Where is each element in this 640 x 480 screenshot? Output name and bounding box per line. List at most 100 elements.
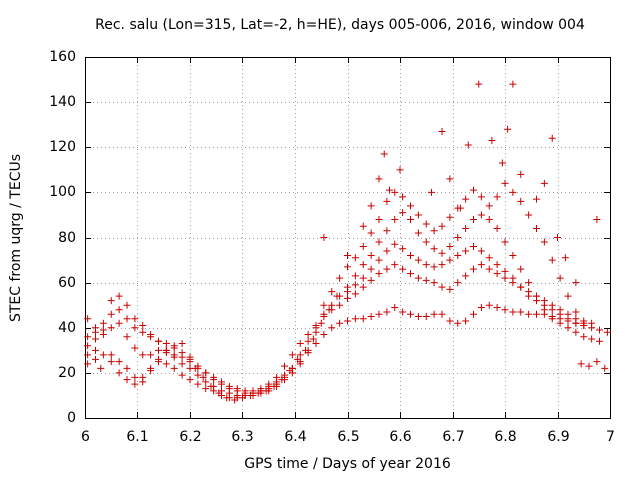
data-point xyxy=(218,378,225,386)
data-point xyxy=(454,252,462,260)
data-point xyxy=(422,312,430,320)
data-point xyxy=(446,243,454,251)
data-point xyxy=(309,335,317,343)
data-point xyxy=(115,319,123,327)
data-point xyxy=(281,376,288,384)
data-point xyxy=(548,312,556,320)
data-point xyxy=(470,243,477,251)
data-point xyxy=(359,315,367,323)
data-point xyxy=(462,247,470,255)
data-point xyxy=(517,170,525,178)
data-point xyxy=(92,355,99,363)
data-point xyxy=(155,346,162,354)
data-point xyxy=(438,127,446,135)
data-point xyxy=(391,240,399,248)
data-point xyxy=(596,326,603,334)
y-tick-label: 40 xyxy=(58,319,76,336)
data-point xyxy=(456,204,464,212)
data-point xyxy=(186,376,194,384)
data-point xyxy=(488,136,496,144)
data-point xyxy=(304,346,312,354)
x-tick-label: 6.6 xyxy=(389,429,412,445)
data-point xyxy=(438,283,446,291)
data-point xyxy=(225,382,233,390)
data-point xyxy=(115,306,123,314)
data-point xyxy=(446,256,454,264)
data-point xyxy=(501,274,509,282)
data-point xyxy=(241,391,249,399)
data-point xyxy=(131,315,139,323)
data-point xyxy=(438,310,446,318)
data-point xyxy=(438,261,446,269)
x-tick-label: 6.4 xyxy=(284,429,307,445)
data-point xyxy=(454,234,462,241)
data-point xyxy=(517,308,525,316)
data-point xyxy=(493,193,501,201)
data-point xyxy=(304,337,312,345)
data-point xyxy=(202,369,210,377)
data-point xyxy=(344,317,351,325)
data-point xyxy=(391,261,399,269)
data-point xyxy=(265,387,273,395)
data-point xyxy=(391,215,399,223)
data-point xyxy=(399,308,407,316)
data-point xyxy=(572,279,580,287)
data-point xyxy=(107,297,115,305)
data-point xyxy=(407,215,414,223)
data-point xyxy=(273,382,281,390)
data-point xyxy=(464,141,472,149)
data-point xyxy=(218,387,225,395)
data-point xyxy=(170,364,178,372)
data-point xyxy=(312,340,320,348)
data-point xyxy=(351,281,359,289)
data-point xyxy=(446,213,454,221)
data-point xyxy=(430,279,438,287)
data-point xyxy=(344,252,351,260)
data-point xyxy=(375,238,383,246)
data-point xyxy=(603,328,611,336)
data-point xyxy=(107,324,115,332)
data-point xyxy=(422,238,430,246)
data-point xyxy=(178,340,186,348)
data-point xyxy=(540,179,548,187)
data-point xyxy=(194,371,202,379)
data-point xyxy=(509,274,517,282)
data-point xyxy=(367,202,375,210)
data-point xyxy=(509,188,517,196)
data-point xyxy=(477,303,485,311)
data-point xyxy=(281,362,288,370)
data-point xyxy=(288,351,296,359)
data-point xyxy=(533,195,540,203)
data-point xyxy=(399,265,407,273)
data-point xyxy=(162,346,170,354)
data-point xyxy=(320,301,328,309)
data-point xyxy=(572,328,580,336)
data-point xyxy=(446,285,454,293)
data-point xyxy=(593,358,601,366)
data-point xyxy=(485,301,493,309)
data-point xyxy=(123,333,131,341)
data-point xyxy=(367,229,375,237)
y-tick-label: 80 xyxy=(58,229,76,246)
data-point xyxy=(320,310,328,318)
data-point xyxy=(475,80,483,88)
y-tick-label: 140 xyxy=(49,93,76,110)
data-point xyxy=(233,385,241,393)
data-point xyxy=(194,380,202,388)
data-point xyxy=(525,279,533,287)
data-point xyxy=(399,245,407,253)
y-tick-label: 20 xyxy=(58,364,76,381)
data-point xyxy=(493,261,501,269)
data-point xyxy=(202,385,210,393)
data-point xyxy=(210,373,218,381)
data-point xyxy=(296,340,304,348)
data-point xyxy=(564,315,572,323)
x-tick-label: 6 xyxy=(81,429,90,445)
x-tick-label: 6.2 xyxy=(179,429,202,445)
data-point xyxy=(99,351,107,359)
data-point xyxy=(375,310,383,318)
data-point xyxy=(351,315,359,323)
data-point xyxy=(548,134,556,142)
data-point xyxy=(399,209,407,217)
data-point xyxy=(344,288,351,296)
